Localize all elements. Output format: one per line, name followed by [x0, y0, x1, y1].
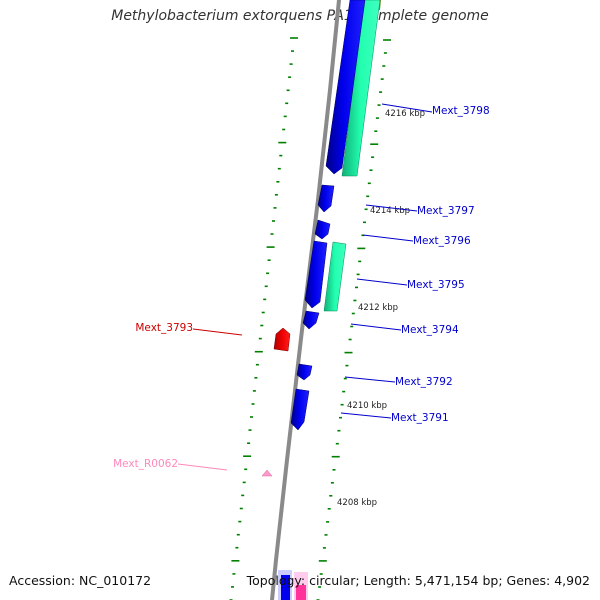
cds-block-2 — [317, 184, 335, 213]
gene-block-green-1 — [341, 0, 381, 177]
map-title: Methylobacterium extorquens PA1, complet… — [111, 8, 489, 24]
genome-summary-text: Topology: circular; Length: 5,471,154 bp… — [246, 573, 590, 588]
cds-block-5 — [302, 310, 320, 330]
tick-marks-outer — [316, 39, 391, 600]
feature-fragment-bottom-4 — [296, 585, 306, 600]
cds-block-7 — [290, 388, 310, 431]
cds-block-6 — [296, 363, 313, 381]
gene-label-mext-3791[interactable]: Mext_3791 — [391, 412, 449, 424]
gene-label-mext-3798[interactable]: Mext_3798 — [432, 105, 490, 117]
cds-block-3 — [314, 219, 331, 240]
other-cds-mext-3793 — [273, 327, 291, 352]
ruler-label-4210: 4210 kbp — [347, 401, 387, 411]
gene-label-mext-3792[interactable]: Mext_3792 — [395, 376, 453, 388]
ruler-label-4214: 4214 kbp — [370, 206, 410, 216]
feature-fragment-bottom-2 — [281, 575, 290, 600]
tick-marks-inner — [229, 37, 298, 600]
accession-text: Accession: NC_010172 — [9, 573, 152, 588]
gene-label-mext-3796[interactable]: Mext_3796 — [413, 235, 471, 247]
label-leader-lines — [177, 103, 433, 471]
sequence-backbone — [270, 0, 341, 600]
gene-label-mext-r0062[interactable]: Mext_R0062 — [113, 458, 178, 470]
ruler-label-4216: 4216 kbp — [385, 109, 425, 119]
gene-label-mext-3795[interactable]: Mext_3795 — [407, 279, 465, 291]
gene-label-mext-3794[interactable]: Mext_3794 — [401, 324, 459, 336]
ruler-labels: 4216 kbp 4214 kbp 4212 kbp 4210 kbp 4208… — [337, 109, 425, 508]
gene-block-green-2 — [323, 241, 347, 312]
gene-label-mext-3793[interactable]: Mext_3793 — [135, 322, 193, 334]
cds-block-4 — [304, 240, 328, 309]
gene-label-mext-3797[interactable]: Mext_3797 — [417, 205, 475, 217]
ruler-label-4212: 4212 kbp — [358, 303, 398, 313]
rna-mext-r0062 — [261, 469, 273, 477]
cds-block-1 — [325, 0, 366, 175]
ruler-label-4208: 4208 kbp — [337, 498, 377, 508]
gene-labels: Mext_3798 Mext_3797 Mext_3796 Mext_3795 … — [113, 105, 490, 470]
